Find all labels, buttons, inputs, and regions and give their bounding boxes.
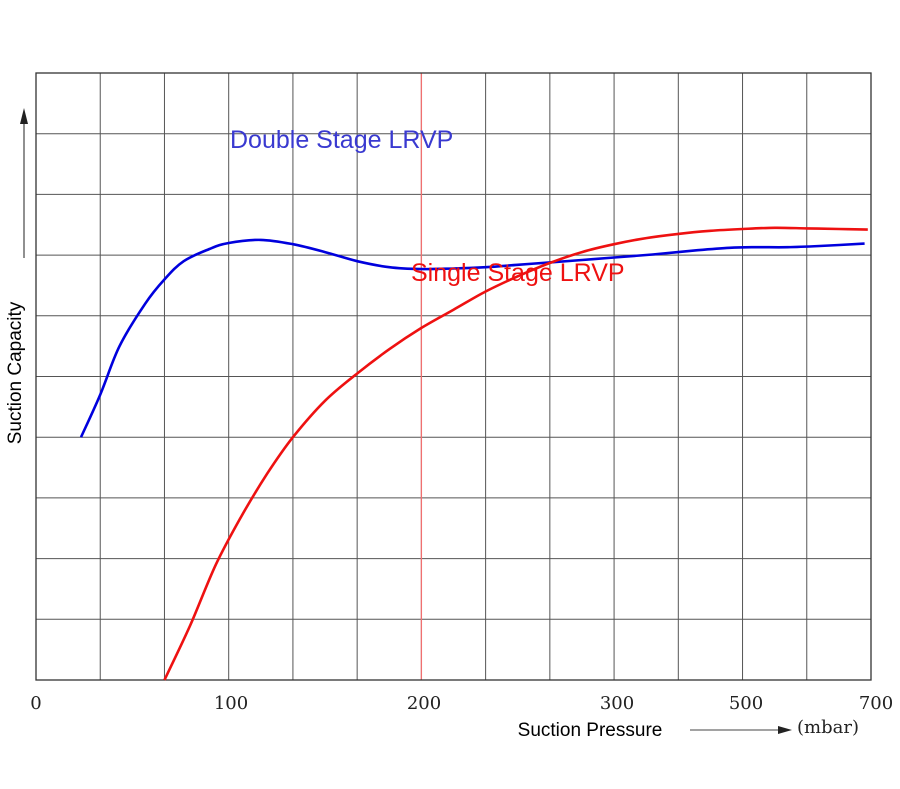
series-label-double-stage: Double Stage LRVP (230, 126, 453, 154)
series-line-single-stage (163, 226, 868, 681)
x-axis-title: Suction Pressure (518, 720, 663, 741)
grid (36, 73, 871, 680)
x-tick-label: 300 (600, 693, 634, 714)
series-label-single-stage: Single Stage LRVP (411, 259, 625, 287)
x-axis-unit: (mbar) (797, 717, 859, 738)
x-tick-label: 200 (407, 693, 441, 714)
y-axis-arrow-head (20, 108, 28, 124)
series-line-double-stage (79, 238, 865, 438)
x-axis-arrow-head (778, 726, 792, 734)
y-axis-title: Suction Capacity (5, 301, 26, 444)
x-tick-label: 0 (30, 693, 41, 714)
x-tick-label: 700 (859, 693, 893, 714)
x-tick-label: 500 (729, 693, 763, 714)
x-tick-label: 100 (214, 693, 248, 714)
plot-frame (35, 72, 872, 681)
series-lines (79, 226, 868, 681)
